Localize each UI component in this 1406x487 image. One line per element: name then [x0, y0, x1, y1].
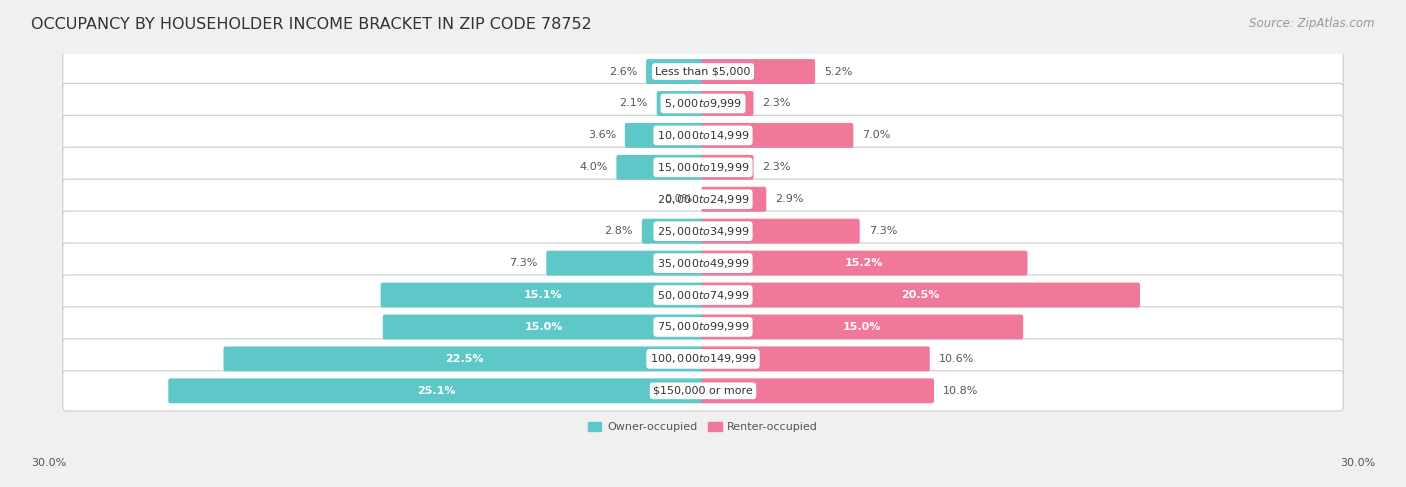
FancyBboxPatch shape — [547, 251, 704, 276]
Text: $50,000 to $74,999: $50,000 to $74,999 — [657, 288, 749, 301]
FancyBboxPatch shape — [702, 378, 934, 403]
FancyBboxPatch shape — [63, 243, 1343, 283]
FancyBboxPatch shape — [63, 52, 1343, 92]
Text: 2.1%: 2.1% — [620, 98, 648, 109]
Text: $20,000 to $24,999: $20,000 to $24,999 — [657, 193, 749, 206]
FancyBboxPatch shape — [63, 147, 1343, 187]
Text: 4.0%: 4.0% — [579, 162, 607, 172]
Text: 10.8%: 10.8% — [943, 386, 979, 396]
FancyBboxPatch shape — [702, 219, 859, 244]
FancyBboxPatch shape — [643, 219, 704, 244]
Text: 7.3%: 7.3% — [509, 258, 537, 268]
Text: 0.0%: 0.0% — [664, 194, 692, 204]
FancyBboxPatch shape — [702, 155, 754, 180]
Text: 25.1%: 25.1% — [418, 386, 456, 396]
FancyBboxPatch shape — [616, 155, 704, 180]
Legend: Owner-occupied, Renter-occupied: Owner-occupied, Renter-occupied — [583, 417, 823, 436]
Text: 2.3%: 2.3% — [762, 162, 790, 172]
FancyBboxPatch shape — [657, 91, 704, 116]
FancyBboxPatch shape — [702, 282, 1140, 307]
FancyBboxPatch shape — [63, 179, 1343, 219]
Text: $15,000 to $19,999: $15,000 to $19,999 — [657, 161, 749, 174]
FancyBboxPatch shape — [702, 123, 853, 148]
Text: 30.0%: 30.0% — [31, 457, 66, 468]
Text: 2.8%: 2.8% — [605, 226, 633, 236]
FancyBboxPatch shape — [63, 83, 1343, 124]
Text: 7.0%: 7.0% — [862, 131, 890, 140]
FancyBboxPatch shape — [702, 346, 929, 372]
FancyBboxPatch shape — [702, 91, 754, 116]
Text: 22.5%: 22.5% — [444, 354, 484, 364]
FancyBboxPatch shape — [224, 346, 704, 372]
Text: $150,000 or more: $150,000 or more — [654, 386, 752, 396]
Text: 15.1%: 15.1% — [523, 290, 562, 300]
FancyBboxPatch shape — [63, 275, 1343, 315]
FancyBboxPatch shape — [63, 307, 1343, 347]
Text: 7.3%: 7.3% — [869, 226, 897, 236]
FancyBboxPatch shape — [63, 115, 1343, 155]
FancyBboxPatch shape — [647, 59, 704, 84]
Text: 2.3%: 2.3% — [762, 98, 790, 109]
FancyBboxPatch shape — [702, 315, 1024, 339]
Text: $35,000 to $49,999: $35,000 to $49,999 — [657, 257, 749, 270]
Text: 5.2%: 5.2% — [824, 67, 852, 76]
Text: Source: ZipAtlas.com: Source: ZipAtlas.com — [1250, 17, 1375, 30]
Text: $10,000 to $14,999: $10,000 to $14,999 — [657, 129, 749, 142]
FancyBboxPatch shape — [702, 59, 815, 84]
FancyBboxPatch shape — [63, 339, 1343, 379]
FancyBboxPatch shape — [63, 371, 1343, 411]
FancyBboxPatch shape — [63, 211, 1343, 251]
Text: 2.6%: 2.6% — [609, 67, 637, 76]
Text: $5,000 to $9,999: $5,000 to $9,999 — [664, 97, 742, 110]
FancyBboxPatch shape — [624, 123, 704, 148]
Text: Less than $5,000: Less than $5,000 — [655, 67, 751, 76]
Text: $25,000 to $34,999: $25,000 to $34,999 — [657, 225, 749, 238]
Text: 3.6%: 3.6% — [588, 131, 616, 140]
Text: 20.5%: 20.5% — [901, 290, 939, 300]
FancyBboxPatch shape — [382, 315, 704, 339]
Text: 2.9%: 2.9% — [775, 194, 804, 204]
Text: OCCUPANCY BY HOUSEHOLDER INCOME BRACKET IN ZIP CODE 78752: OCCUPANCY BY HOUSEHOLDER INCOME BRACKET … — [31, 17, 592, 32]
FancyBboxPatch shape — [702, 187, 766, 212]
FancyBboxPatch shape — [381, 282, 704, 307]
Text: 15.0%: 15.0% — [524, 322, 562, 332]
Text: 10.6%: 10.6% — [939, 354, 974, 364]
Text: 15.0%: 15.0% — [844, 322, 882, 332]
Text: 15.2%: 15.2% — [845, 258, 883, 268]
Text: 30.0%: 30.0% — [1340, 457, 1375, 468]
Text: $100,000 to $149,999: $100,000 to $149,999 — [650, 353, 756, 365]
FancyBboxPatch shape — [702, 251, 1028, 276]
Text: $75,000 to $99,999: $75,000 to $99,999 — [657, 320, 749, 334]
FancyBboxPatch shape — [169, 378, 704, 403]
